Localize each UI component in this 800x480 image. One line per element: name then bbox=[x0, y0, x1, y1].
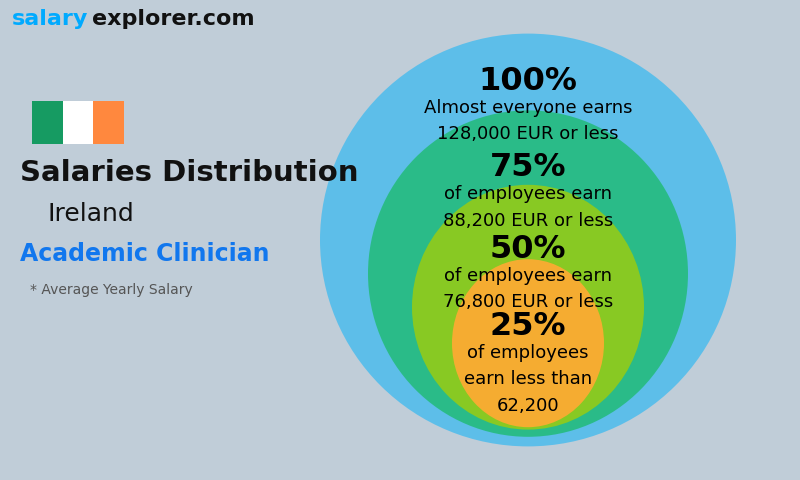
Text: 62,200: 62,200 bbox=[497, 396, 559, 415]
Text: Salaries Distribution: Salaries Distribution bbox=[20, 159, 358, 187]
Text: earn less than: earn less than bbox=[464, 370, 592, 388]
Bar bbox=[94, 101, 124, 144]
Text: explorer.com: explorer.com bbox=[92, 9, 254, 29]
Ellipse shape bbox=[412, 185, 644, 430]
Text: Academic Clinician: Academic Clinician bbox=[20, 242, 270, 266]
Text: 75%: 75% bbox=[490, 153, 566, 183]
Text: 25%: 25% bbox=[490, 311, 566, 342]
Ellipse shape bbox=[452, 259, 604, 427]
Text: 88,200 EUR or less: 88,200 EUR or less bbox=[443, 212, 613, 230]
Text: of employees earn: of employees earn bbox=[444, 185, 612, 204]
Text: * Average Yearly Salary: * Average Yearly Salary bbox=[30, 283, 193, 298]
Text: 76,800 EUR or less: 76,800 EUR or less bbox=[443, 293, 613, 312]
Ellipse shape bbox=[320, 34, 736, 446]
Bar bbox=[32, 101, 62, 144]
Text: Almost everyone earns: Almost everyone earns bbox=[424, 99, 632, 117]
Text: 100%: 100% bbox=[478, 66, 578, 97]
Text: 128,000 EUR or less: 128,000 EUR or less bbox=[438, 125, 618, 144]
Text: of employees earn: of employees earn bbox=[444, 267, 612, 285]
Bar bbox=[62, 101, 94, 144]
Text: 50%: 50% bbox=[490, 234, 566, 265]
Text: Ireland: Ireland bbox=[48, 202, 134, 226]
Text: salary: salary bbox=[12, 9, 88, 29]
Ellipse shape bbox=[368, 110, 688, 437]
Text: of employees: of employees bbox=[467, 344, 589, 362]
